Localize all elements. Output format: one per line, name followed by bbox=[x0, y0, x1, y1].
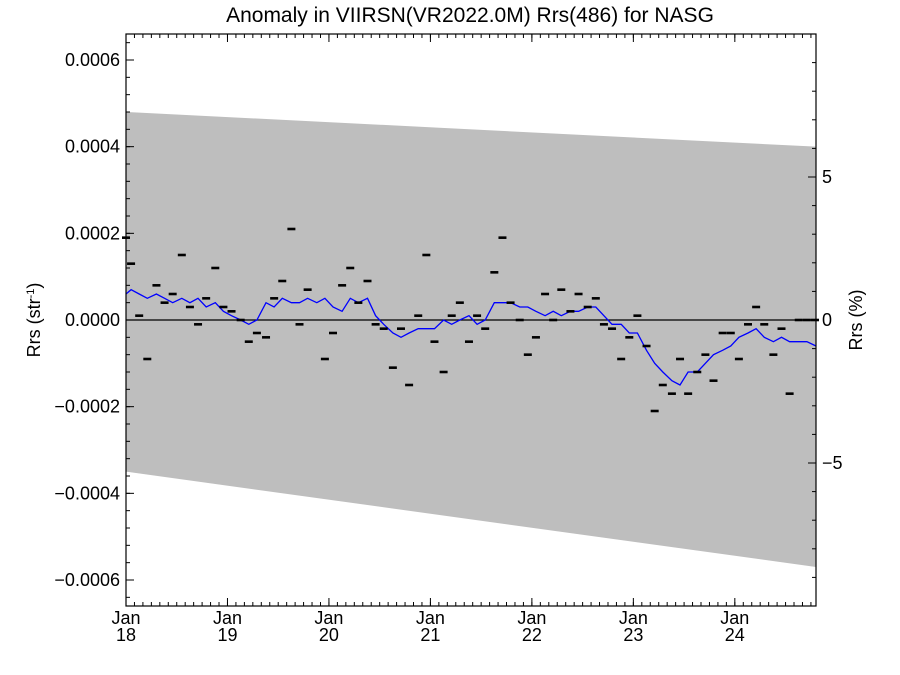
series-line-layer bbox=[125, 288, 817, 386]
x-tick-label-month: Jan bbox=[416, 608, 445, 628]
y-tick-label: −0.0004 bbox=[54, 483, 120, 503]
y-tick-label: 0.0002 bbox=[65, 223, 120, 243]
y-axis-label-left: Rrs (str-1) bbox=[24, 283, 44, 358]
chart-title: Anomaly in VIIRSN(VR2022.0M) Rrs(486) fo… bbox=[226, 4, 714, 27]
ticks-layer: 0.0006 0.0004 0.0002 0.0000 −0.0002 −0.0004 −0… bbox=[54, 34, 843, 645]
x-tick-label-year: 20 bbox=[319, 625, 339, 645]
y-axis-label-right: Rrs (%) bbox=[846, 290, 866, 351]
x-tick-label-month: Jan bbox=[111, 608, 140, 628]
x-tick-label-year: 19 bbox=[217, 625, 237, 645]
x-tick-label-year: 22 bbox=[522, 625, 542, 645]
y-tick-label: 0.0006 bbox=[65, 50, 120, 70]
y-axis-label-text: Rrs (str bbox=[24, 298, 44, 357]
y-tick-label: 0.0004 bbox=[65, 137, 120, 157]
series-line bbox=[125, 288, 817, 386]
confidence-band bbox=[126, 112, 816, 567]
x-tick-label-year: 18 bbox=[116, 625, 136, 645]
y2-tick-label: 0 bbox=[822, 310, 832, 330]
x-tick-label-month: Jan bbox=[619, 608, 648, 628]
x-tick-label-month: Jan bbox=[314, 608, 343, 628]
y-axis-label-close: ) bbox=[24, 283, 44, 289]
confidence-band-layer bbox=[126, 112, 816, 567]
x-tick-label-year: 23 bbox=[623, 625, 643, 645]
x-tick-label-month: Jan bbox=[517, 608, 546, 628]
y-tick-label: −0.0006 bbox=[54, 570, 120, 590]
y2-tick-label: 5 bbox=[822, 167, 832, 187]
y2-tick-label: −5 bbox=[822, 453, 843, 473]
x-tick-label-year: 21 bbox=[420, 625, 440, 645]
x-tick-label-month: Jan bbox=[213, 608, 242, 628]
x-tick-label-year: 24 bbox=[725, 625, 745, 645]
y-tick-label: −0.0002 bbox=[54, 397, 120, 417]
y-axis-label-superscript: -1 bbox=[25, 289, 37, 299]
x-tick-label-month: Jan bbox=[720, 608, 749, 628]
y-tick-label: 0.0000 bbox=[65, 310, 120, 330]
